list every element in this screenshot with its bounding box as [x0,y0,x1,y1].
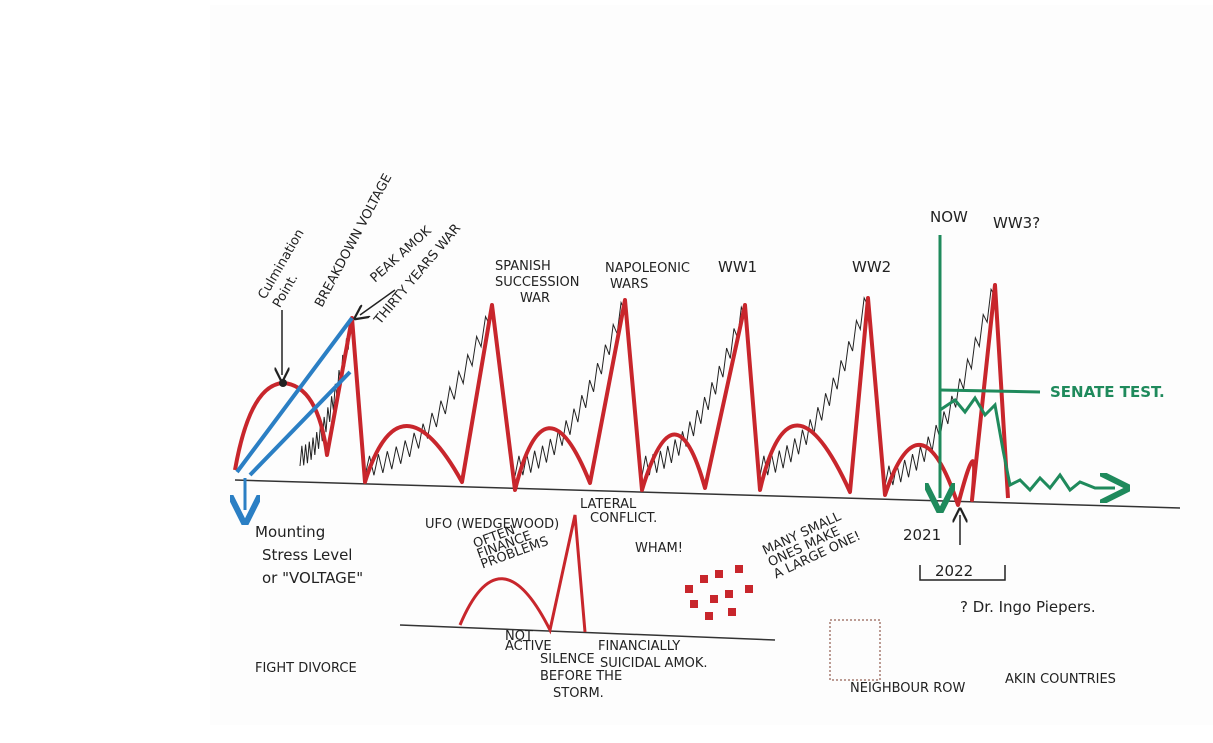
label: NOW [930,208,968,226]
senate-line [939,388,1041,394]
label: ? Dr. Ingo Piepers. [960,598,1096,616]
label: SENATE TEST. [1050,383,1165,401]
label: FINANCIALLY [598,639,680,654]
label: 2021 [903,526,941,544]
hatch-line [514,300,626,477]
net [829,619,881,681]
label: WW3? [993,214,1040,232]
small-baseline [399,624,776,641]
label: AKIN COUNTRIES [1005,672,1116,687]
small-red-marks [685,565,753,620]
label: 2022 [935,562,973,580]
label: LATERAL [580,497,637,512]
bracket [919,565,1006,581]
label: CONFLICT. [590,511,657,526]
baseline [234,479,1181,509]
label: NEIGHBOUR ROW [850,681,965,696]
label: SUCCESSION [495,275,579,290]
green-line [939,395,1115,490]
label: ACTIVE [505,639,552,654]
label: SILENCE [540,652,595,667]
label: SUICIDAL AMOK. [600,656,708,671]
label: UFO (WEDGEWOOD) [425,517,559,532]
label: STORM. [553,686,604,701]
red-curve [233,283,1010,507]
hatch-line [364,314,491,477]
small-red-curve [458,514,587,635]
label: BEFORE THE [540,669,622,684]
label: NAPOLEONIC [605,261,690,276]
arrow [360,289,396,315]
label: or "VOLTAGE" [262,569,363,587]
paper [210,5,1213,725]
blue-lines [235,316,354,477]
label: SPANISH [495,259,551,274]
label: Mounting [255,523,325,541]
hatch-line [641,305,746,477]
culmination-dot [279,379,287,387]
label: Stress Level [262,546,352,564]
label: WAR [520,291,550,306]
label: WW1 [718,258,757,276]
label: NOT [505,629,533,644]
label: WHAM! [635,541,683,556]
label: WW2 [852,258,891,276]
label: FIGHT DIVORCE [255,661,357,676]
label: WARS [610,277,648,292]
